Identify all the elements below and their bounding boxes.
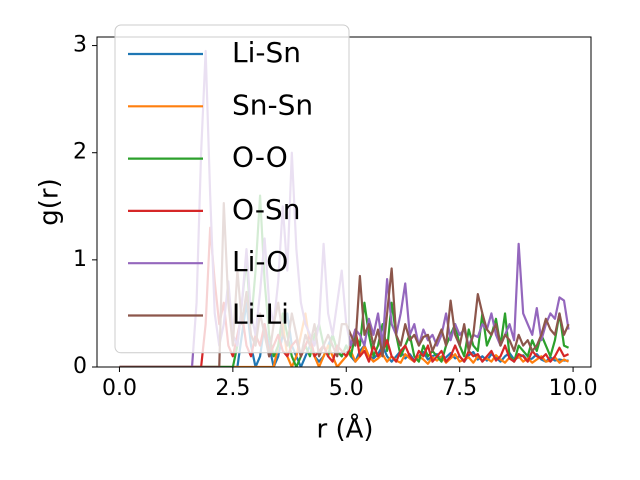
x-tick-label: 5.0 (329, 376, 364, 401)
legend-label: Li-O (232, 245, 288, 278)
x-tick-label: 2.5 (215, 376, 250, 401)
x-tick-label: 10.0 (549, 376, 598, 401)
x-tick-label: 7.5 (442, 376, 477, 401)
legend-label: O-O (232, 141, 288, 174)
y-tick-label: 0 (73, 354, 87, 379)
legend-label: Sn-Sn (232, 88, 313, 121)
legend: Li-Sn Sn-Sn O-O O-Sn Li-O Li-Li (114, 24, 350, 354)
legend-label: Li-Li (232, 298, 289, 331)
x-axis-label: r (Å) (316, 413, 373, 445)
data-line (119, 312, 570, 367)
legend-label: Li-Sn (232, 36, 301, 69)
y-tick-label: 2 (73, 140, 87, 165)
y-tick-label: 1 (73, 247, 87, 272)
legend-label: O-Sn (232, 193, 300, 226)
y-axis-label: g(r) (35, 178, 65, 225)
y-tick-label: 3 (73, 33, 87, 58)
x-tick-label: 0.0 (102, 376, 137, 401)
data-line (119, 226, 570, 367)
